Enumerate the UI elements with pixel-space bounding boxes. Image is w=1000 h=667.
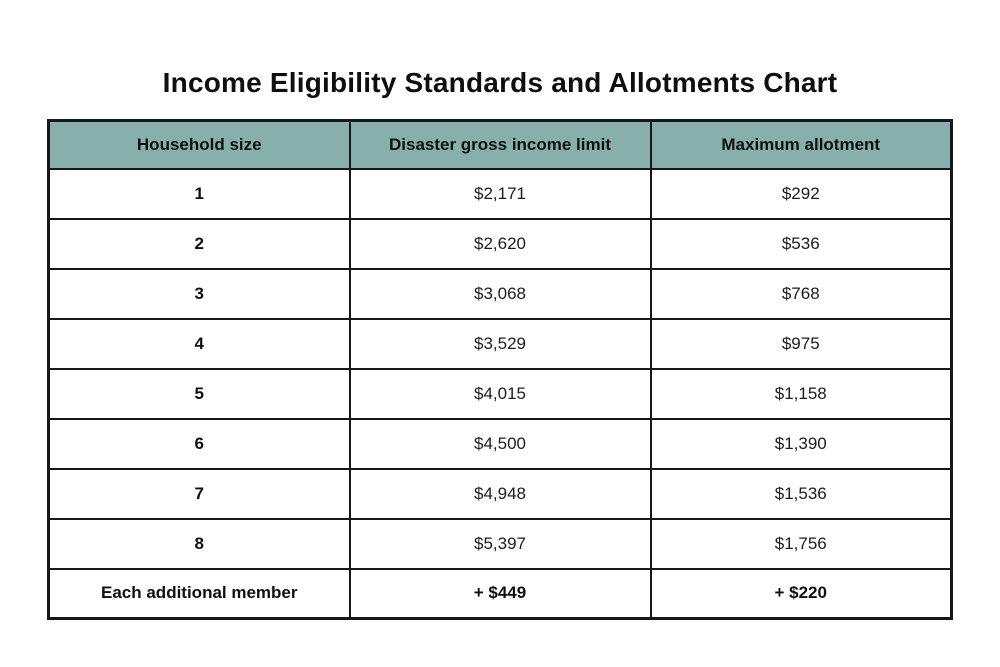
table-header-row: Household size Disaster gross income limi… (47, 119, 953, 170)
table-row: Each additional member + $449 + $220 (47, 567, 953, 620)
table-cell: $292 (649, 167, 953, 220)
table-cell: $4,948 (348, 467, 652, 520)
table-cell: $4,015 (348, 367, 652, 420)
table-cell: $3,068 (348, 267, 652, 320)
table-cell: Each additional member (47, 567, 351, 620)
table-cell: $2,171 (348, 167, 652, 220)
table-cell: $1,158 (649, 367, 953, 420)
eligibility-table-container: Household size Disaster gross income limi… (47, 119, 953, 620)
table-row: 3 $3,068 $768 (47, 267, 953, 320)
table-cell: $1,536 (649, 467, 953, 520)
table-cell: + $449 (348, 567, 652, 620)
table-row: 6 $4,500 $1,390 (47, 417, 953, 470)
table-cell: $768 (649, 267, 953, 320)
table-cell: $5,397 (348, 517, 652, 570)
table-cell: 2 (47, 217, 351, 270)
table-row: 5 $4,015 $1,158 (47, 367, 953, 420)
column-header: Disaster gross income limit (348, 119, 652, 170)
table-cell: $2,620 (348, 217, 652, 270)
column-header: Maximum allotment (649, 119, 953, 170)
table-row: 8 $5,397 $1,756 (47, 517, 953, 570)
table-cell: $3,529 (348, 317, 652, 370)
table-cell: $1,390 (649, 417, 953, 470)
table-cell: $4,500 (348, 417, 652, 470)
table-cell: 3 (47, 267, 351, 320)
table-cell: 4 (47, 317, 351, 370)
table-cell: 1 (47, 167, 351, 220)
eligibility-table: Household size Disaster gross income limi… (47, 119, 953, 620)
page-title: Income Eligibility Standards and Allotme… (162, 66, 838, 98)
table-row: 4 $3,529 $975 (47, 317, 953, 370)
table-row: 7 $4,948 $1,536 (47, 467, 953, 520)
table-cell: $975 (649, 317, 953, 370)
table-cell: 8 (47, 517, 351, 570)
table-cell: 5 (47, 367, 351, 420)
table-cell: + $220 (649, 567, 953, 620)
table-cell: $536 (649, 217, 953, 270)
table-cell: $1,756 (649, 517, 953, 570)
table-cell: 6 (47, 417, 351, 470)
column-header: Household size (47, 119, 351, 170)
table-row: 1 $2,171 $292 (47, 167, 953, 220)
table-cell: 7 (47, 467, 351, 520)
table-row: 2 $2,620 $536 (47, 217, 953, 270)
